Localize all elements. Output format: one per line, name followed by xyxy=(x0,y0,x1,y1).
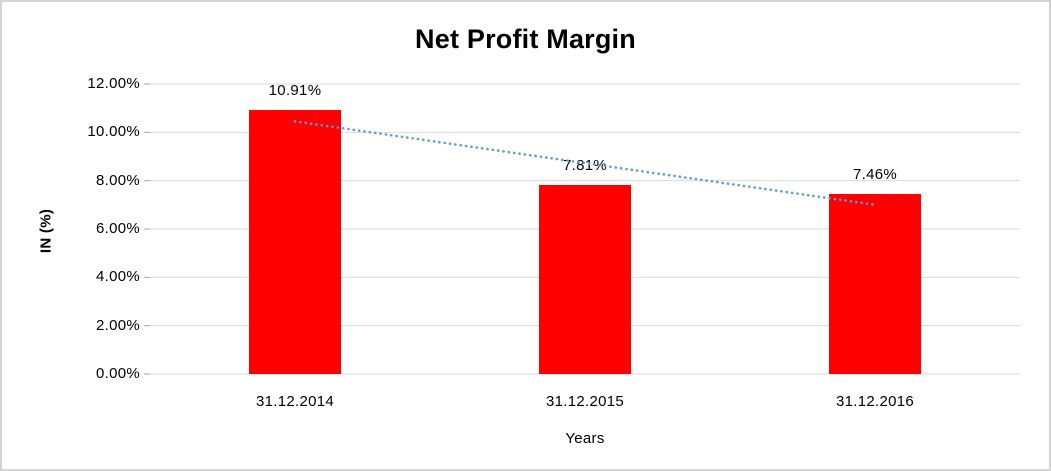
y-tick-label: 6.00% xyxy=(95,220,140,237)
x-category-label: 31.12.2014 xyxy=(255,393,335,410)
y-tick-label: 2.00% xyxy=(95,316,140,334)
bar-31.12.2014 xyxy=(249,110,341,374)
bar-31.12.2016 xyxy=(829,193,921,374)
bar-data-label: 7.81% xyxy=(562,157,608,175)
y-tick-label: 10.00% xyxy=(87,123,140,141)
y-tick-label: 12.00% xyxy=(87,75,140,92)
x-category-label: 31.12.2015 xyxy=(545,393,625,410)
y-tick-label: 0.00% xyxy=(95,365,140,382)
x-category-label: 31.12.2016 xyxy=(835,393,915,410)
bar-data-label: 7.46% xyxy=(852,165,898,183)
bar-data-label: 10.91% xyxy=(268,82,322,100)
y-tick-label: 8.00% xyxy=(95,171,140,189)
x-axis-title: Years xyxy=(565,430,605,447)
chart-title: Net Profit Margin xyxy=(415,24,636,54)
y-tick-label: 4.00% xyxy=(95,268,140,286)
bar-31.12.2015 xyxy=(539,185,631,374)
